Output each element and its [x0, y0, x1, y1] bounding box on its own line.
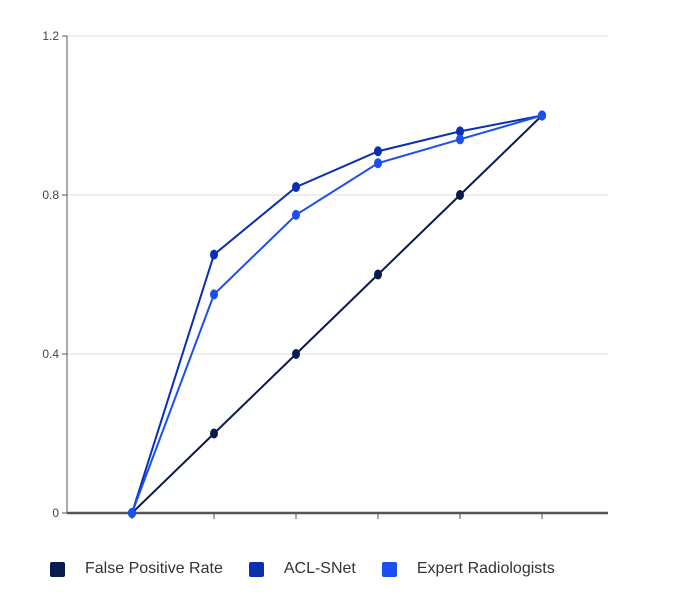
series-line-0 — [131, 114, 543, 514]
data-point — [374, 146, 382, 157]
data-point — [374, 269, 382, 280]
data-point — [210, 289, 218, 300]
y-tick-labels: 0 0.4 0.8 1.2 — [42, 29, 59, 520]
legend-item-false-positive-rate[interactable]: False Positive Rate — [50, 560, 223, 578]
legend-item-acl-snet[interactable]: ACL-SNet — [248, 560, 356, 578]
data-point — [292, 349, 300, 359]
y-tick-label: 0 — [52, 506, 59, 520]
data-point — [292, 209, 300, 220]
series-line-1 — [131, 114, 543, 514]
data-point — [374, 158, 382, 169]
data-point — [456, 126, 464, 137]
y-tick-label: 0.4 — [42, 347, 59, 361]
axes — [66, 36, 608, 519]
legend-item-expert-radiologists[interactable]: Expert Radiologists — [381, 560, 555, 578]
gridlines — [62, 35, 608, 514]
y-tick-label: 0.8 — [42, 188, 59, 202]
legend: False Positive Rate ACL-SNet Expert Radi… — [50, 560, 581, 578]
data-point — [210, 428, 218, 439]
series-points — [128, 110, 546, 518]
data-point — [456, 134, 464, 145]
data-point — [128, 508, 136, 518]
data-point — [292, 182, 300, 193]
legend-swatch — [248, 561, 264, 577]
data-point — [210, 249, 218, 260]
line-chart: 0 0.4 0.8 1.2 — [42, 29, 608, 520]
legend-label: False Positive Rate — [85, 560, 223, 577]
legend-label: ACL-SNet — [283, 560, 356, 577]
legend-label: Expert Radiologists — [416, 560, 555, 577]
data-point — [456, 190, 464, 200]
legend-swatch — [50, 561, 65, 577]
legend-swatch — [381, 561, 397, 577]
series-line-2 — [131, 114, 543, 514]
data-point — [538, 110, 546, 121]
series-lines — [131, 114, 543, 514]
y-tick-label: 1.2 — [42, 29, 59, 43]
